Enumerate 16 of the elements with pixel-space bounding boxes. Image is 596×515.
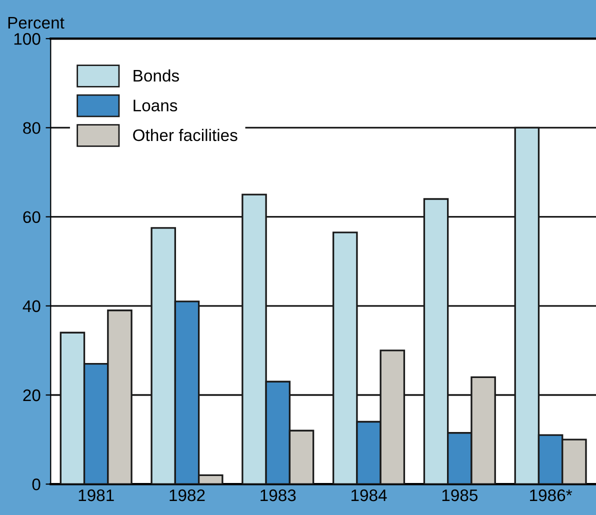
x-tick-label: 1986*	[530, 489, 572, 502]
legend-label: Bonds	[134, 69, 179, 82]
x-tick-label: 1981	[78, 489, 114, 502]
y-axis-title: Percent	[8, 17, 64, 29]
y-tick-label: 20	[23, 389, 40, 402]
y-tick-label: 60	[23, 211, 40, 224]
y-tick-label: 0	[32, 478, 40, 490]
y-tick-label: 40	[22, 300, 40, 312]
x-tick-label: 1984	[352, 489, 387, 502]
legend-label: Loans	[134, 100, 178, 112]
y-tick-label: 80	[23, 122, 40, 134]
x-tick-label: 1982	[170, 489, 205, 502]
y-tick-label: 100	[14, 33, 40, 45]
legend-label: Other facilities	[133, 128, 238, 142]
x-tick-label: 1983	[260, 489, 296, 502]
x-tick-label: 1985	[442, 489, 478, 502]
